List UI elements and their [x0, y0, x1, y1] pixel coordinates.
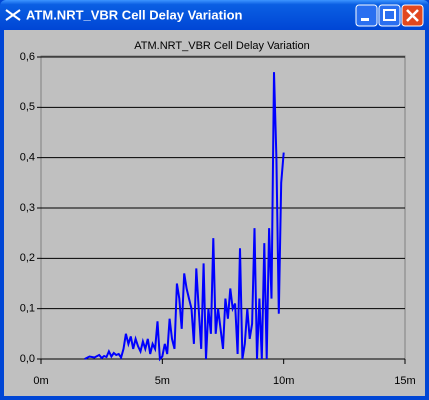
- window-title: ATM.NRT_VBR Cell Delay Variation: [26, 7, 243, 22]
- y-tick-label: 0,4: [20, 152, 35, 164]
- y-tick-label: 0,3: [20, 202, 35, 214]
- data-line: [84, 72, 285, 362]
- x-tick-label: 0m: [33, 375, 48, 387]
- x-tick-label: 15m: [394, 375, 415, 387]
- x-tick-label: 5m: [155, 375, 170, 387]
- y-tick-label: 0,0: [20, 353, 35, 365]
- minimize-button[interactable]: [355, 4, 378, 27]
- y-tick-label: 0,5: [20, 101, 35, 113]
- x-tick-label: 10m: [273, 375, 294, 387]
- app-icon: [5, 9, 21, 21]
- title-bar: [0, 0, 429, 30]
- close-button[interactable]: [401, 4, 424, 27]
- y-tick-label: 0,6: [20, 51, 35, 63]
- chart-title: ATM.NRT_VBR Cell Delay Variation: [134, 40, 309, 52]
- y-tick-label: 0,2: [20, 252, 35, 264]
- maximize-button[interactable]: [378, 4, 401, 27]
- y-tick-label: 0,1: [20, 303, 35, 315]
